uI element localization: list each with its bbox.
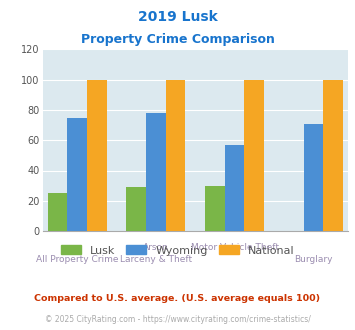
- Bar: [323, 80, 343, 231]
- Text: Property Crime Comparison: Property Crime Comparison: [81, 33, 274, 46]
- Text: Burglary: Burglary: [294, 255, 333, 264]
- Bar: [245, 80, 264, 231]
- Bar: [48, 193, 67, 231]
- Bar: [166, 80, 185, 231]
- Bar: [126, 187, 146, 231]
- Bar: [87, 80, 106, 231]
- Text: All Property Crime: All Property Crime: [36, 255, 118, 264]
- Text: Larceny & Theft: Larceny & Theft: [120, 255, 192, 264]
- Text: Arson: Arson: [143, 243, 169, 252]
- Text: Motor Vehicle Theft: Motor Vehicle Theft: [191, 243, 279, 252]
- Text: 2019 Lusk: 2019 Lusk: [138, 10, 217, 24]
- Bar: [146, 113, 166, 231]
- Bar: [225, 145, 245, 231]
- Bar: [205, 185, 225, 231]
- Text: Compared to U.S. average. (U.S. average equals 100): Compared to U.S. average. (U.S. average …: [34, 294, 321, 303]
- Legend: Lusk, Wyoming, National: Lusk, Wyoming, National: [56, 241, 299, 260]
- Bar: [67, 117, 87, 231]
- Text: © 2025 CityRating.com - https://www.cityrating.com/crime-statistics/: © 2025 CityRating.com - https://www.city…: [45, 315, 310, 324]
- Bar: [304, 124, 323, 231]
